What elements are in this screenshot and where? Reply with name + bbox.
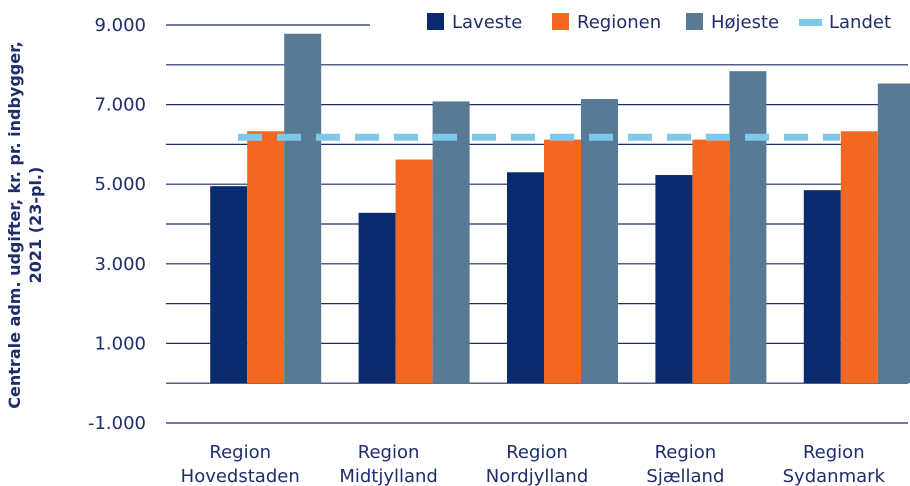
bar-regionen [544,139,581,384]
legend-swatch [427,13,444,30]
category-label: Region [358,442,420,463]
category-label: Nordjylland [486,466,589,486]
bar-laveste [210,186,248,384]
legend-label: Højeste [711,12,779,33]
y-axis-label: 2021 (23-pl.) [26,167,45,284]
category-label: Region [803,442,865,463]
bar-laveste [507,172,544,384]
bar-regionen [247,131,285,384]
bar-h-jeste [432,101,470,384]
y-tick-label: 7.000 [94,95,146,116]
category-label: Region [506,442,568,463]
legend-swatch [552,13,569,30]
y-tick-label: 3.000 [94,254,146,275]
bar-laveste [803,190,841,384]
y-axis-label: Centrale adm. udgifter, kr. pr. indbygge… [5,41,24,408]
category-label: Hovedstaden [181,466,300,486]
bar-h-jeste [581,99,618,384]
y-tick-label: 1.000 [94,333,146,354]
bar-h-jeste [729,71,767,384]
category-label: Region [209,442,271,463]
y-tick-label: -1.000 [88,413,146,434]
y-tick-label: 9.000 [94,15,146,36]
legend-label: Landet [829,12,891,33]
category-label: Sjælland [646,466,724,486]
bar-regionen [840,131,878,384]
legend-label: Regionen [577,12,661,33]
bar-regionen [692,139,730,384]
y-tick-label: 5.000 [94,174,146,195]
category-label: Region [655,442,717,463]
category-label: Sydanmark [783,466,886,486]
bar-regionen [395,159,433,384]
legend-swatch [686,13,703,30]
bar-laveste [358,212,396,384]
category-label: Midtjylland [339,466,438,486]
legend-swatch [799,19,822,26]
bar-laveste [655,175,693,384]
legend-label: Laveste [452,12,522,33]
bar-h-jeste [284,33,322,384]
bar-h-jeste [877,83,910,384]
